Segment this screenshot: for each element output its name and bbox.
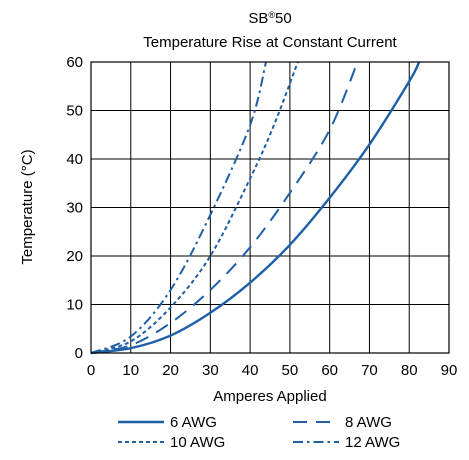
x-tick-label: 20	[162, 362, 179, 379]
chart-title-superscript: ®	[268, 10, 275, 20]
y-tick-label: 60	[66, 54, 83, 71]
x-tick-label: 80	[401, 362, 418, 379]
y-tick-label: 20	[66, 248, 83, 265]
y-tick-label: 50	[66, 103, 83, 120]
plot-frame	[90, 61, 450, 354]
chart-title-main: SB	[248, 10, 268, 27]
legend-label: 12 AWG	[345, 434, 400, 451]
y-tick-labels: 0 10 20 30 40 50 60	[66, 54, 83, 362]
legend-item-8-awg: 8 AWG	[293, 414, 392, 431]
legend-item-10-awg: 10 AWG	[118, 434, 225, 451]
x-tick-labels: 0 10 20 30 40 50 60 70 80 90	[87, 362, 458, 379]
y-tick-label: 0	[75, 345, 83, 362]
x-tick-label: 40	[242, 362, 259, 379]
y-axis-label: Temperature (°C)	[19, 149, 36, 264]
legend: 6 AWG 8 AWG 10 AWG 12 AWG	[118, 414, 400, 451]
legend-label: 10 AWG	[170, 434, 225, 451]
x-axis-label: Amperes Applied	[213, 388, 326, 405]
chart-subtitle: Temperature Rise at Constant Current	[143, 34, 397, 51]
y-tick-label: 30	[66, 200, 83, 217]
x-tick-label: 10	[122, 362, 139, 379]
series-curves	[90, 61, 421, 355]
x-tick-label: 50	[282, 362, 299, 379]
y-tick-label: 40	[66, 151, 83, 168]
chart-title: SB®50	[248, 10, 291, 27]
y-tick-label: 10	[66, 297, 83, 314]
series-line-6-awg	[90, 61, 421, 355]
legend-item-12-awg: 12 AWG	[293, 434, 400, 451]
x-tick-label: 30	[202, 362, 219, 379]
x-tick-label: 60	[321, 362, 338, 379]
x-tick-label: 70	[361, 362, 378, 379]
chart-title-suffix: 50	[275, 10, 292, 27]
legend-item-6-awg: 6 AWG	[118, 414, 217, 431]
series-line-10-awg	[90, 61, 299, 354]
legend-label: 8 AWG	[345, 414, 392, 431]
x-tick-label: 0	[87, 362, 95, 379]
series-line-12-awg	[90, 61, 267, 354]
legend-label: 6 AWG	[170, 414, 217, 431]
x-tick-label: 90	[441, 362, 458, 379]
series-line-8-awg	[90, 61, 359, 354]
